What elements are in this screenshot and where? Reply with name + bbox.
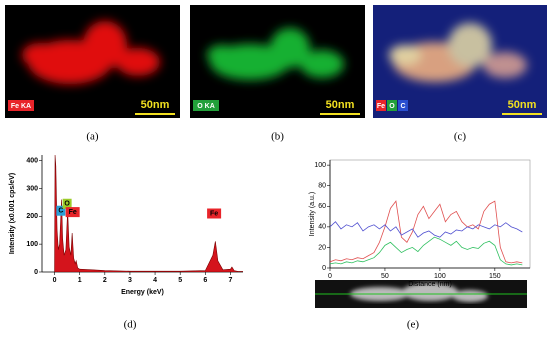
caption: (e): [407, 319, 420, 331]
chart: 0 100 200 300 400 0 1 2 3 4 5 6 7 Energy (keV) Intensi…: [9, 154, 243, 296]
caption: (c): [454, 131, 467, 143]
plot-bg: [329, 159, 531, 269]
x-tick-label: 150: [489, 273, 501, 280]
scale-label: 50nm: [141, 99, 170, 111]
y-axis-label: Intensity (a.u.): [309, 192, 316, 236]
profile-line: [330, 236, 523, 266]
map-label-box: [193, 100, 219, 111]
map-label: C: [400, 103, 405, 110]
x-tick-label: 0: [328, 273, 332, 280]
map-c: [373, 5, 547, 118]
chart: 0 20 40 60 80 100 0 50 100 150 Distance (nm) Intens…: [309, 159, 531, 288]
map-label-box: [398, 100, 408, 111]
map-label-box: [376, 100, 386, 111]
profile-line: [330, 200, 523, 264]
y-tick-label: 100: [314, 162, 326, 169]
spectrum-area: [54, 154, 243, 272]
x-tick-label: 4: [153, 277, 157, 284]
map-label: Fe KA: [11, 103, 31, 110]
map-label: Fe: [377, 103, 385, 110]
x-tick-label: 100: [434, 273, 446, 280]
map-b: [190, 5, 365, 118]
y-tick-label: 0: [34, 269, 38, 276]
map-label: O: [389, 103, 395, 110]
x-axis-label: Energy (keV): [121, 289, 164, 296]
scale-label: 50nm: [508, 99, 537, 111]
x-tick-label: 1: [78, 277, 82, 284]
x-tick-label: 5: [178, 277, 182, 284]
y-tick-label: 200: [26, 213, 38, 220]
scale-label: 50nm: [326, 99, 355, 111]
y-axis-label: Intensity (x0.001 cps/eV): [9, 173, 16, 254]
annotation-box: [207, 208, 222, 219]
annotation: O: [64, 201, 70, 208]
x-axis-label: Distance (nm): [408, 281, 452, 288]
caption: (b): [271, 131, 284, 143]
y-tick-label: 40: [318, 224, 326, 231]
annotation: C: [58, 208, 63, 215]
annotation: Fe: [69, 209, 77, 216]
map-label-box: [8, 100, 34, 111]
map-a: [5, 5, 180, 118]
caption: (a): [86, 131, 99, 143]
annotation: Fe: [210, 210, 218, 217]
x-tick-label: 7: [228, 277, 232, 284]
profile-image: [315, 280, 527, 308]
caption: (d): [124, 319, 137, 331]
x-tick-label: 0: [53, 277, 57, 284]
y-tick-label: 0: [322, 265, 326, 272]
annotation-box: [65, 207, 80, 218]
x-tick-label: 50: [381, 273, 389, 280]
x-tick-label: 6: [203, 277, 207, 284]
y-tick-label: 60: [318, 203, 326, 210]
y-tick-label: 80: [318, 183, 326, 190]
map-label: O KA: [197, 103, 215, 110]
y-tick-label: 100: [26, 241, 38, 248]
x-tick-label: 2: [103, 277, 107, 284]
y-tick-label: 20: [318, 244, 326, 251]
y-tick-label: 400: [26, 157, 38, 164]
y-tick-label: 300: [26, 185, 38, 192]
profile-line: [330, 221, 523, 238]
annotation-box: [62, 198, 72, 209]
x-tick-label: 3: [128, 277, 132, 284]
map-label-box: [387, 100, 397, 111]
annotation-box: [56, 205, 66, 216]
